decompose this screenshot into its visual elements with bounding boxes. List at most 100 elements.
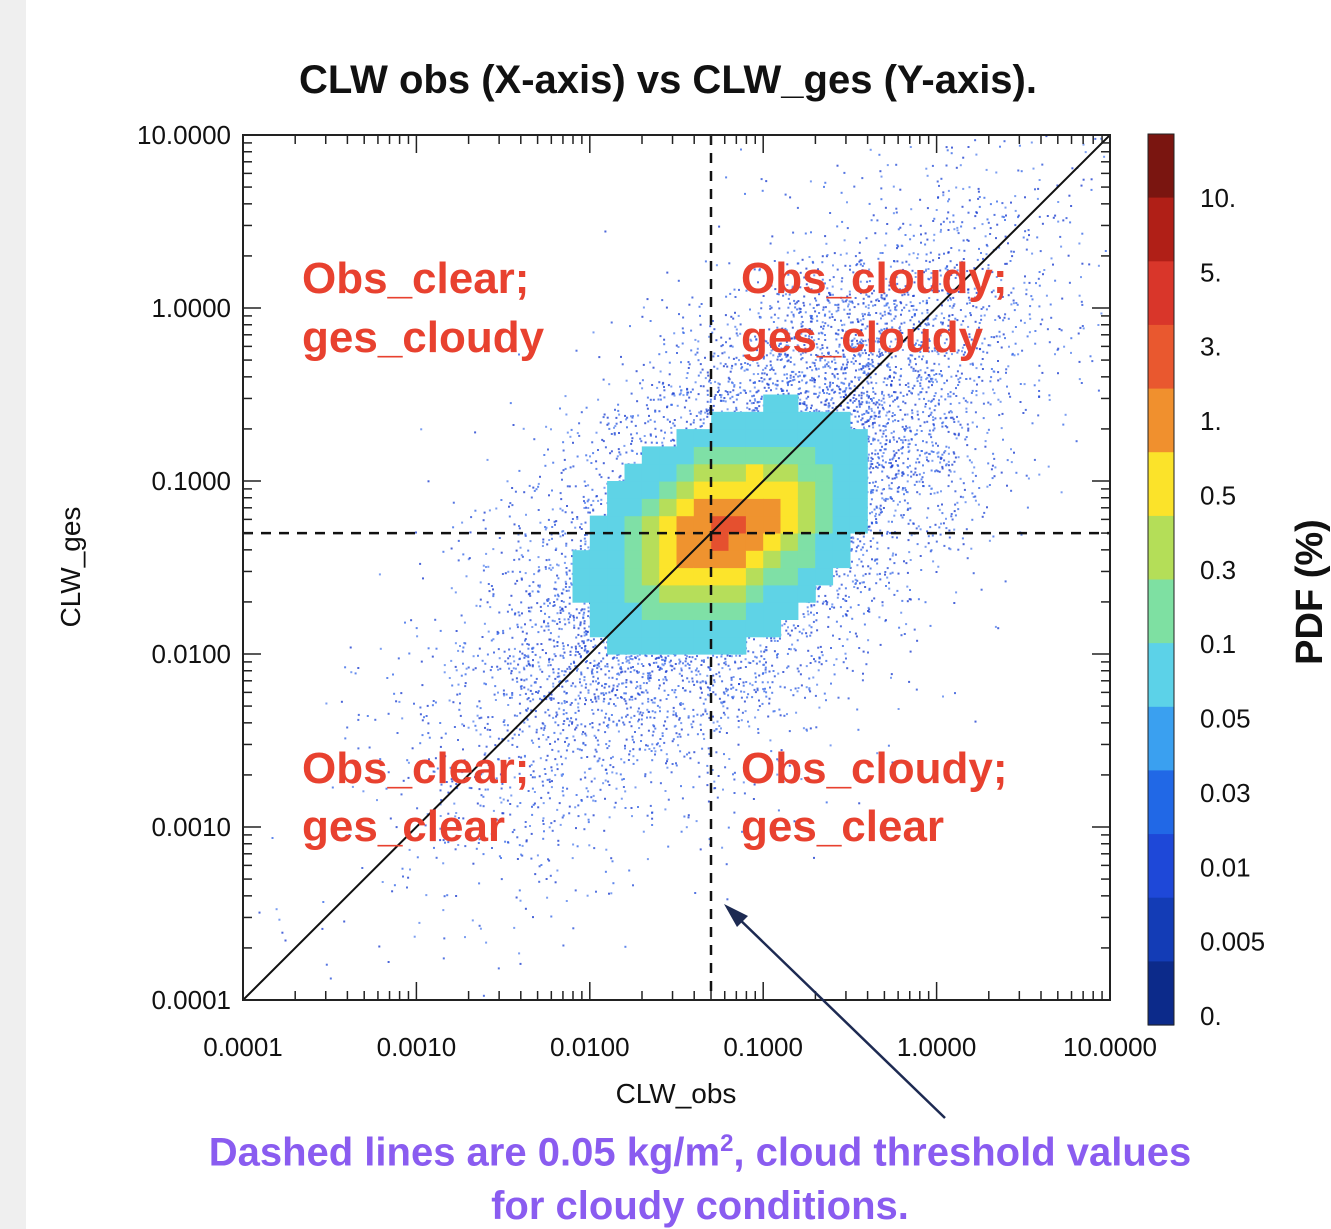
scatter-point	[867, 307, 870, 310]
scatter-point	[951, 314, 954, 316]
scatter-point	[889, 313, 892, 316]
chart-title: CLW obs (X-axis) vs CLW_ges (Y-axis).	[299, 58, 1037, 102]
scatter-point	[1082, 327, 1085, 330]
scatter-point	[930, 369, 933, 372]
scatter-point	[587, 821, 590, 824]
scatter-point	[655, 435, 657, 438]
scatter-point	[491, 847, 493, 849]
scatter-point	[1070, 205, 1073, 207]
scatter-point	[591, 726, 594, 729]
scatter-point	[722, 711, 725, 714]
scatter-point	[845, 363, 848, 366]
scatter-point	[837, 696, 840, 699]
scatter-point	[1023, 383, 1026, 386]
scatter-point	[772, 348, 775, 351]
scatter-point	[781, 358, 783, 361]
scatter-point	[665, 679, 668, 682]
scatter-point	[427, 480, 430, 483]
scatter-point	[771, 366, 774, 369]
scatter-point	[821, 321, 824, 324]
scatter-point	[634, 731, 636, 733]
scatter-point	[1007, 365, 1010, 368]
scatter-point	[564, 555, 567, 558]
scatter-point	[485, 552, 488, 555]
scatter-point	[1061, 297, 1064, 300]
scatter-point	[755, 338, 758, 341]
scatter-point	[708, 716, 711, 719]
scatter-point	[832, 402, 835, 405]
scatter-point	[995, 237, 997, 240]
scatter-point	[770, 349, 773, 352]
scatter-point	[1024, 408, 1027, 411]
scatter-point	[1068, 281, 1071, 284]
scatter-point	[946, 217, 949, 220]
scatter-point	[919, 424, 922, 427]
scatter-point	[870, 460, 873, 463]
scatter-point	[949, 410, 952, 412]
scatter-point	[917, 328, 920, 331]
scatter-point	[764, 687, 766, 690]
scatter-point	[491, 824, 493, 827]
scatter-point	[787, 346, 790, 349]
scatter-point	[675, 732, 678, 735]
scatter-point	[538, 880, 541, 883]
scatter-point	[877, 456, 880, 459]
scatter-point	[712, 715, 714, 718]
scatter-point	[859, 290, 862, 293]
scatter-point	[642, 691, 645, 694]
scatter-point	[817, 586, 820, 589]
scatter-point	[558, 707, 561, 710]
scatter-point	[906, 585, 909, 588]
scatter-point	[984, 235, 987, 238]
scatter-point	[1010, 250, 1013, 253]
scatter-point	[892, 499, 895, 502]
scatter-point	[893, 398, 896, 401]
scatter-point	[938, 399, 940, 402]
scatter-point	[686, 372, 689, 375]
scatter-point	[947, 200, 949, 203]
scatter-point	[1054, 214, 1057, 217]
scatter-point	[916, 257, 919, 260]
scatter-point	[932, 381, 934, 384]
scatter-point	[789, 196, 792, 199]
scatter-point	[524, 907, 527, 910]
scatter-point	[998, 330, 1001, 333]
scatter-point	[929, 526, 932, 529]
scatter-point	[477, 654, 479, 657]
scatter-point	[816, 304, 818, 307]
scatter-point	[924, 232, 927, 235]
scatter-point	[1079, 326, 1082, 329]
scatter-point	[803, 276, 806, 279]
scatter-point	[579, 545, 582, 548]
scatter-point	[751, 395, 754, 398]
scatter-point	[770, 367, 773, 370]
scatter-point	[871, 458, 874, 460]
scatter-point	[565, 571, 568, 574]
scatter-point	[711, 331, 714, 334]
scatter-point	[1004, 337, 1006, 340]
scatter-point	[443, 671, 446, 674]
scatter-point	[850, 340, 853, 343]
scatter-point	[832, 382, 834, 384]
scatter-point	[484, 726, 486, 729]
scatter-point	[936, 288, 939, 291]
scatter-point	[575, 650, 577, 653]
scatter-point	[950, 152, 953, 155]
scatter-point	[845, 252, 848, 255]
scatter-point	[965, 436, 968, 438]
scatter-point	[904, 384, 907, 386]
scatter-point	[897, 457, 900, 460]
scatter-point	[691, 656, 694, 659]
scatter-point	[827, 365, 830, 368]
scatter-point	[800, 322, 803, 325]
scatter-point	[982, 257, 984, 260]
scatter-point	[952, 296, 955, 299]
scatter-point	[835, 310, 838, 313]
scatter-point	[841, 645, 844, 647]
scatter-point	[900, 313, 902, 316]
scatter-point	[833, 318, 836, 321]
scatter-point	[556, 763, 559, 766]
scatter-point	[1002, 333, 1005, 336]
scatter-point	[691, 680, 694, 683]
scatter-point	[573, 626, 576, 629]
